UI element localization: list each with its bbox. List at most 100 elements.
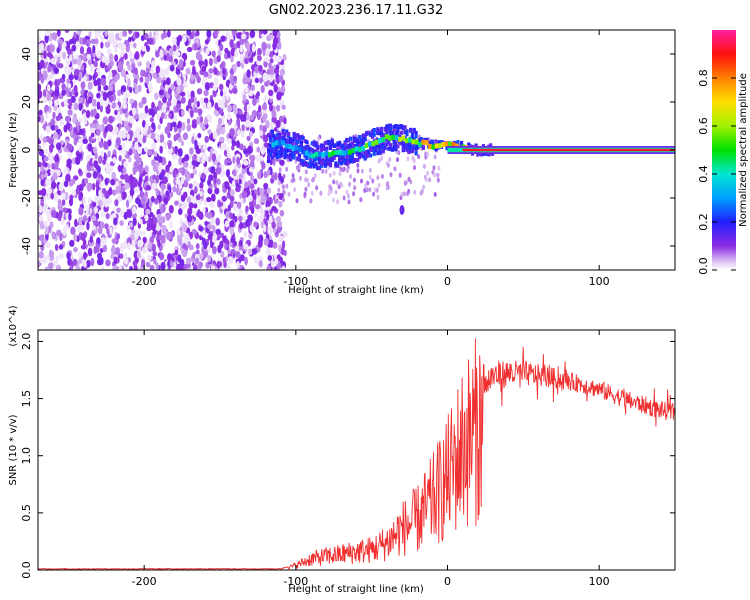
noise-speckle xyxy=(95,49,102,59)
noise-speckle xyxy=(73,84,78,94)
noise-speckle xyxy=(66,121,71,130)
noise-speckle xyxy=(66,47,71,54)
noise-speckle xyxy=(71,189,77,196)
noise-speckle xyxy=(250,206,255,214)
spectral-cell xyxy=(319,163,323,168)
spectral-cell xyxy=(288,157,293,162)
noise-speckle xyxy=(243,230,248,239)
spectral-cell xyxy=(323,141,327,146)
noise-speckle xyxy=(182,60,186,67)
noise-speckle xyxy=(121,130,127,139)
noise-speckle xyxy=(185,67,191,75)
spectral-cell xyxy=(287,134,291,139)
noise-speckle xyxy=(250,84,255,92)
spectral-cell xyxy=(363,133,367,138)
spectral-cell xyxy=(403,130,407,135)
noise-speckle xyxy=(133,100,138,109)
noise-speckle xyxy=(53,260,57,268)
noise-speckle xyxy=(54,154,60,164)
spectral-core xyxy=(398,136,402,142)
noise-speckle xyxy=(180,176,185,185)
noise-speckle xyxy=(243,148,249,155)
spectral-cell xyxy=(301,136,305,141)
noise-speckle xyxy=(161,104,167,112)
noise-speckle xyxy=(127,78,131,87)
spectral-core xyxy=(421,139,426,145)
noise-speckle xyxy=(246,112,250,121)
noise-speckle xyxy=(295,198,299,204)
spectral-cell xyxy=(358,144,362,148)
spectral-cell xyxy=(407,150,411,155)
spectral-cell xyxy=(298,153,302,158)
noise-speckle xyxy=(281,184,285,190)
noise-speckle xyxy=(54,161,59,167)
noise-speckle xyxy=(220,35,226,42)
noise-speckle xyxy=(131,240,136,248)
noise-speckle xyxy=(214,187,220,195)
noise-speckle xyxy=(106,48,112,55)
spectral-cell xyxy=(298,135,302,140)
noise-speckle xyxy=(221,95,226,105)
noise-speckle xyxy=(94,195,99,203)
noise-speckle xyxy=(201,102,207,110)
spectral-cell xyxy=(369,132,373,137)
spectral-cell xyxy=(298,157,302,162)
noise-speckle xyxy=(347,199,351,205)
noise-speckle xyxy=(261,103,268,111)
noise-speckle xyxy=(413,165,416,171)
noise-speckle xyxy=(110,60,115,67)
noise-speckle xyxy=(283,117,287,125)
spectral-cell xyxy=(278,134,282,139)
spectral-core xyxy=(384,134,389,140)
x-tick-label: 100 xyxy=(589,575,610,588)
noise-speckle xyxy=(94,30,98,36)
noise-speckle xyxy=(102,93,108,101)
noise-speckle xyxy=(38,73,42,81)
spectral-cell xyxy=(394,145,398,150)
noise-speckle xyxy=(39,258,45,264)
noise-speckle xyxy=(250,154,256,162)
noise-speckle xyxy=(118,31,123,40)
noise-speckle xyxy=(336,199,340,205)
noise-speckle xyxy=(68,91,73,98)
noise-speckle xyxy=(68,67,72,73)
noise-speckle xyxy=(180,91,186,97)
noise-speckle xyxy=(207,179,211,186)
spectral-core xyxy=(321,152,326,158)
spectral-cell xyxy=(272,152,276,157)
noise-speckle xyxy=(58,244,64,250)
spectral-cell xyxy=(348,143,353,148)
noise-speckle xyxy=(307,182,311,188)
spectral-cell xyxy=(392,125,396,129)
spectral-cell xyxy=(283,133,287,137)
noise-speckle xyxy=(41,97,47,103)
noise-speckle xyxy=(187,241,191,248)
spectral-cell xyxy=(327,158,331,163)
spectral-cell xyxy=(268,138,273,143)
noise-speckle xyxy=(159,205,164,214)
noise-speckle xyxy=(69,239,75,247)
noise-speckle xyxy=(154,92,159,101)
spectral-cell xyxy=(301,146,305,151)
noise-speckle xyxy=(208,57,213,67)
noise-speckle xyxy=(149,264,155,270)
spectral-cell xyxy=(274,147,278,152)
noise-speckle xyxy=(177,120,182,129)
noise-speckle xyxy=(155,262,159,270)
noise-speckle xyxy=(192,180,198,188)
spectral-cell xyxy=(288,153,293,157)
colorbar-ticks: 0.0 0.2 0.4 0.6 0.8 xyxy=(697,69,736,275)
noise-speckle xyxy=(346,168,349,173)
noise-speckle xyxy=(257,47,262,56)
noise-speckle xyxy=(223,149,228,157)
spectral-cell xyxy=(339,145,343,150)
noise-speckle xyxy=(186,214,193,223)
spectral-cell xyxy=(334,143,338,148)
noise-speckle xyxy=(172,185,177,193)
noise-speckle xyxy=(190,59,196,66)
spectral-cell xyxy=(281,137,285,142)
noise-speckle xyxy=(93,60,98,68)
noise-speckle xyxy=(352,177,356,183)
spectral-cell xyxy=(308,147,313,152)
